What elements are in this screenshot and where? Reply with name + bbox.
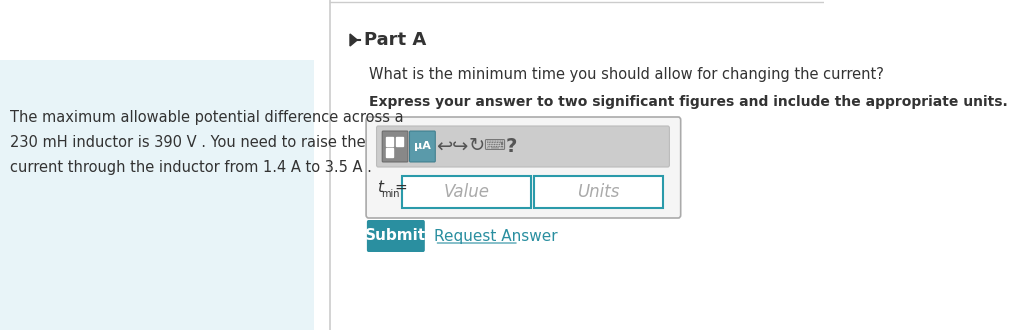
Bar [386,137,393,146]
Text: ↪: ↪ [452,137,468,155]
Polygon shape [350,34,357,46]
Text: Submit: Submit [366,228,426,244]
Text: ↩: ↩ [436,137,453,155]
Text: ⌨: ⌨ [483,139,505,153]
Text: What is the minimum time you should allow for changing the current?: What is the minimum time you should allo… [369,68,884,82]
Text: μA: μA [414,141,431,151]
FancyBboxPatch shape [377,126,670,167]
FancyBboxPatch shape [535,176,663,208]
Text: Express your answer to two significant figures and include the appropriate units: Express your answer to two significant f… [369,95,1008,109]
Text: The maximum allowable potential difference across a: The maximum allowable potential differen… [9,110,403,125]
Text: ↻: ↻ [468,137,484,155]
Text: =: = [394,180,407,194]
Text: min: min [381,189,400,199]
Bar [396,137,403,146]
Text: Request Answer: Request Answer [434,228,558,244]
Text: Units: Units [578,183,620,201]
Bar [386,148,393,157]
Text: 230 mH inductor is 390 V . You need to raise the: 230 mH inductor is 390 V . You need to r… [9,135,366,150]
FancyBboxPatch shape [382,131,408,162]
FancyBboxPatch shape [0,60,313,330]
FancyBboxPatch shape [410,131,435,162]
FancyBboxPatch shape [402,176,531,208]
Text: Part A: Part A [364,31,426,49]
FancyBboxPatch shape [367,117,681,218]
Text: current through the inductor from 1.4 A to 3.5 A .: current through the inductor from 1.4 A … [9,160,372,175]
Text: $t$: $t$ [377,179,385,195]
Text: Value: Value [443,183,489,201]
FancyBboxPatch shape [367,220,425,252]
Text: ?: ? [506,137,517,155]
